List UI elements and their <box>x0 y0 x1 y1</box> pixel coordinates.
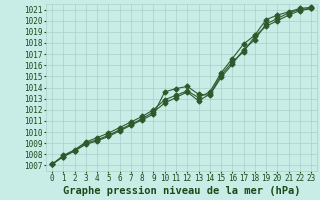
X-axis label: Graphe pression niveau de la mer (hPa): Graphe pression niveau de la mer (hPa) <box>63 186 300 196</box>
